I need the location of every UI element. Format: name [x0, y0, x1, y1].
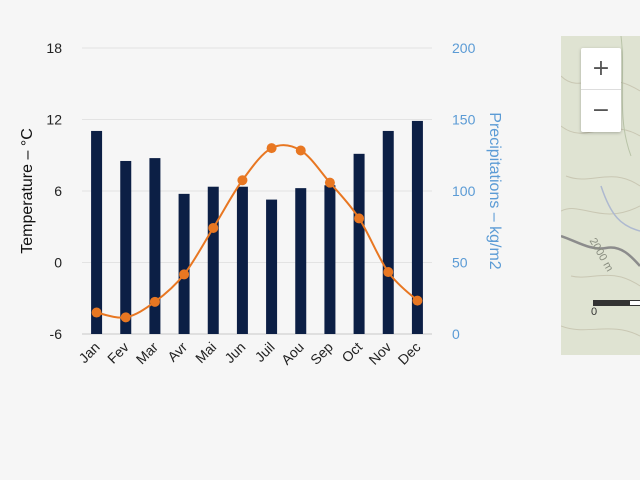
x-tick-label: Oct [338, 339, 365, 366]
precip-bar [411, 120, 423, 335]
left-tick-label: 12 [46, 112, 62, 128]
left-tick-label: -6 [50, 326, 63, 342]
left-tick-label: 18 [46, 40, 62, 56]
x-tick-label: Dec [395, 339, 424, 368]
precip-bar [120, 160, 132, 334]
right-tick-label: 50 [452, 255, 468, 271]
temperature-point [237, 175, 248, 186]
x-tick-label: Mar [133, 339, 162, 368]
scale-label: 0 [591, 306, 598, 318]
right-axis-title: Precipitations – kg/m2 [486, 112, 503, 270]
precip-bar [178, 193, 190, 334]
precip-bar [207, 186, 219, 334]
zoom-in-button[interactable]: + [591, 56, 611, 81]
x-tick-label: Aou [278, 339, 307, 368]
right-tick-label: 100 [452, 183, 476, 199]
x-tick-label: Juil [252, 339, 278, 365]
zoom-control: + − [581, 48, 621, 132]
temperature-point [208, 222, 219, 233]
x-tick-label: Nov [365, 339, 394, 368]
x-tick-label: Sep [307, 339, 336, 368]
map-panel[interactable]: + − 2000 m 0 [561, 36, 640, 355]
temperature-point [91, 307, 102, 318]
temperature-point [266, 143, 277, 154]
temperature-point [412, 295, 423, 306]
precip-bar [266, 199, 278, 334]
precip-bar [382, 130, 394, 334]
x-tick-label: Jun [221, 339, 248, 366]
temperature-point [295, 145, 306, 156]
precip-bar [353, 153, 365, 334]
x-tick-label: Jan [75, 339, 102, 366]
precip-bar [91, 130, 103, 334]
right-tick-label: 150 [452, 112, 476, 128]
precip-bar [324, 185, 336, 334]
precip-bar [236, 186, 248, 334]
temperature-point [324, 177, 335, 188]
zoom-out-button[interactable]: − [581, 89, 621, 131]
x-tick-label: Mai [192, 339, 219, 366]
temperature-point [149, 296, 160, 307]
left-axis-title: Temperature – °C [19, 128, 36, 254]
right-tick-label: 200 [452, 40, 476, 56]
precip-bar [149, 158, 161, 334]
topographic-map [561, 36, 640, 337]
scale-bar [593, 300, 640, 306]
temperature-point [179, 269, 190, 280]
temperature-point [383, 267, 394, 278]
x-tick-label: Fev [104, 339, 132, 367]
left-tick-label: 0 [54, 255, 62, 271]
temperature-point [354, 213, 365, 224]
temperature-line [96, 144, 419, 319]
right-tick-label: 0 [452, 326, 460, 342]
x-tick-label: Avr [164, 339, 190, 365]
climate-chart: -6 0 6 12 18 0 50 100 150 200 Temperature – °C Prec… [19, 40, 503, 368]
left-tick-label: 6 [54, 183, 62, 199]
precip-bar [295, 188, 307, 334]
temperature-point [120, 312, 131, 323]
